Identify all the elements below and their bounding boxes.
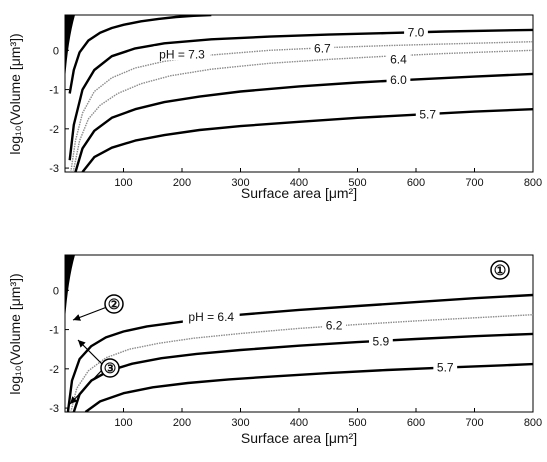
y-tick-label: -1 [49, 325, 59, 337]
x-tick-label: 400 [290, 417, 308, 429]
contour-label: 6.2 [326, 318, 343, 332]
x-tick-label: 200 [173, 177, 191, 189]
bottom-panel: 100 200 300 400 500 600 700 800 -3 -2 -1 0 pH = 6.4… [7, 254, 542, 446]
x-tick-label: 700 [465, 417, 483, 429]
plot-frame [64, 254, 534, 413]
x-tick-label: 600 [407, 417, 425, 429]
x-tick-label: 100 [114, 177, 132, 189]
annotation-3: ③ [69, 339, 120, 405]
series-line [68, 28, 533, 161]
series-line [72, 332, 533, 412]
x-tick-label: 800 [524, 417, 542, 429]
contour-label-bg [386, 51, 411, 66]
plot-frame [64, 14, 534, 173]
series-line [68, 15, 212, 94]
contour-label: 6.7 [314, 41, 331, 55]
x-axis-label: Surface area [μm²] [241, 185, 357, 201]
series-line [74, 72, 533, 172]
top-panel: 100 200 300 400 500 600 700 800 -3 -2 -1 0 pH = 7.3… [7, 14, 542, 201]
contour-label: 5.7 [437, 360, 454, 374]
y-axis-label: log₁₀(Volume [μm³]) [7, 273, 23, 394]
annotation-1: ① [490, 260, 510, 280]
x-tick-label: 500 [348, 417, 366, 429]
contour-label: 5.7 [419, 108, 436, 122]
series-line [70, 41, 533, 172]
contour-label: pH = 6.4 [188, 310, 234, 324]
contour-label-bg [182, 309, 240, 324]
annotation-1-label: ① [494, 264, 507, 279]
contour-label: 6.4 [390, 52, 407, 66]
series-line [81, 108, 533, 172]
x-tick-label: 700 [465, 177, 483, 189]
annotation-3-label: ③ [104, 362, 117, 377]
x-tick-label: 100 [114, 417, 132, 429]
y-tick-label: 0 [53, 285, 59, 297]
x-tick-label: 200 [173, 417, 191, 429]
contour-label-bg [433, 359, 458, 374]
series-line [66, 293, 533, 412]
contour-label-bg [369, 333, 393, 348]
x-tick-label: 400 [290, 177, 308, 189]
contour-label: 5.9 [373, 334, 390, 348]
black-wedge [65, 15, 75, 80]
x-axis-label: Surface area [μm²] [241, 430, 357, 446]
contour-label-bg [404, 24, 428, 39]
series-line [84, 362, 533, 412]
contour-label-bg [153, 46, 211, 61]
y-axis-label: log₁₀(Volume [μm³]) [7, 33, 23, 154]
annotation-2: ② [72, 294, 124, 321]
x-tick-label: 500 [348, 177, 366, 189]
x-tick-label: 800 [524, 177, 542, 189]
contour-label: 6.0 [390, 73, 407, 87]
y-tick-label: -1 [49, 85, 59, 97]
contour-label: pH = 7.3 [159, 47, 205, 61]
y-tick-label: -3 [49, 403, 59, 415]
y-tick-label: -2 [49, 364, 59, 376]
contour-label-bg [415, 106, 440, 121]
x-tick-label: 300 [231, 177, 249, 189]
x-tick-label: 300 [231, 417, 249, 429]
y-tick-label: -2 [49, 124, 59, 136]
annotation-2-label: ② [108, 298, 121, 313]
contour-label-bg [322, 317, 346, 332]
black-wedge [65, 255, 75, 320]
contour-label-bg [310, 40, 335, 55]
contour-label-bg [386, 71, 411, 86]
y-tick-label: 0 [53, 45, 59, 57]
series-line [70, 314, 533, 412]
y-tick-label: -3 [49, 163, 59, 175]
x-tick-label: 600 [407, 177, 425, 189]
contour-label: 7.0 [408, 26, 425, 40]
